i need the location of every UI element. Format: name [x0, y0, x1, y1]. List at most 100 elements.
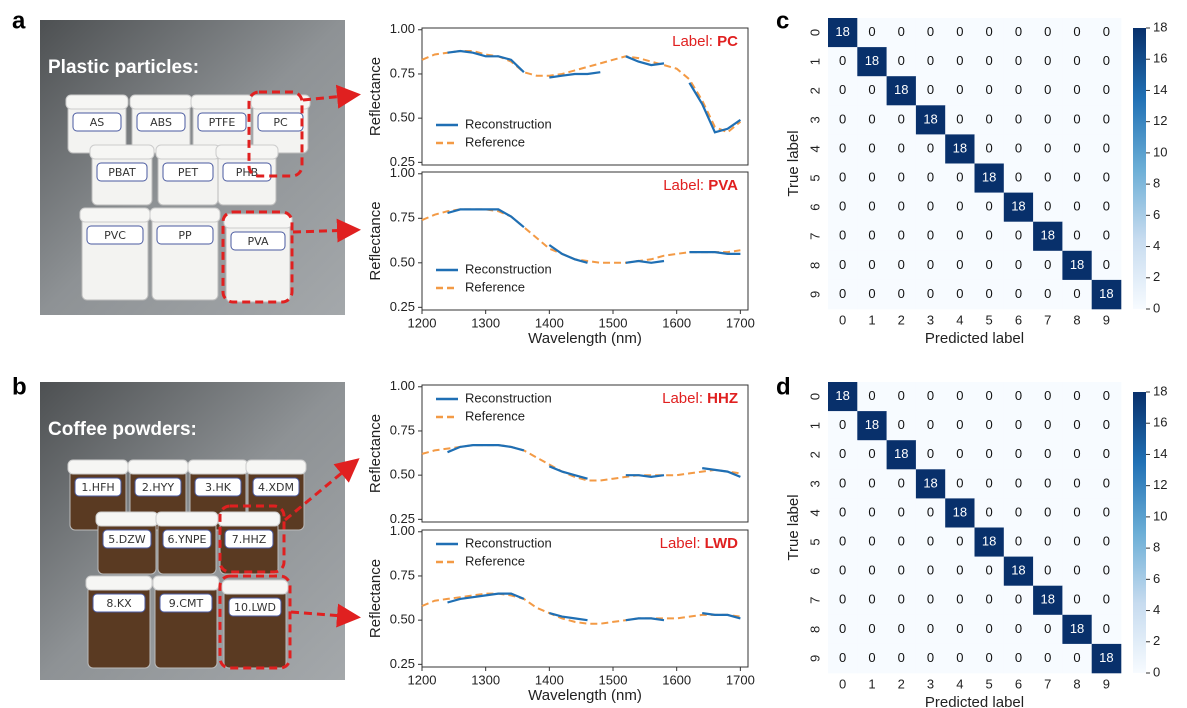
heatmap-cell: [1003, 192, 1034, 222]
cell-value: 0: [868, 592, 875, 607]
cell-value: 0: [986, 563, 993, 578]
heatmap-cell: [1091, 469, 1122, 499]
label-value: PVA: [708, 177, 738, 194]
heatmap-cell: [886, 527, 917, 557]
jar-tag: [197, 112, 247, 132]
cell-value: 18: [982, 533, 996, 548]
x-tick-label: 1400: [535, 672, 564, 687]
heatmap-cell: [1033, 76, 1063, 106]
jar-label: 9.CMT: [169, 597, 204, 610]
heatmap-cell: [1003, 105, 1034, 135]
y-tick-label: 8: [807, 262, 822, 269]
cell-value: 0: [956, 169, 963, 184]
cell-value: 0: [927, 286, 934, 301]
heatmap-cell: [828, 382, 858, 412]
y-tick-label: 0.25: [390, 511, 415, 526]
heatmap-cell: [1091, 382, 1122, 412]
jar-label: 2.HYY: [142, 481, 174, 494]
chart-label: Label: PVA: [663, 177, 738, 194]
heatmap-cell: [915, 643, 946, 674]
jar-lid: [245, 459, 307, 475]
cell-value: 0: [927, 388, 934, 403]
cell-value: 0: [898, 388, 905, 403]
heatmap-cell: [886, 556, 917, 586]
series-line: [421, 444, 741, 482]
heatmap-cell: [915, 250, 946, 281]
jar-label: 3.HK: [205, 481, 232, 494]
cell-value: 0: [956, 592, 963, 607]
jar-lid: [149, 207, 221, 223]
x-tick-label: 8: [1073, 312, 1080, 327]
jar-label: PET: [178, 166, 199, 179]
heatmap-cell: [1062, 18, 1092, 48]
heatmap-cell: [1003, 440, 1034, 470]
cell-value: 0: [868, 199, 875, 214]
heatmap-cell: [1091, 18, 1122, 48]
legend-label: Reference: [465, 553, 525, 568]
jar-lid: [79, 207, 151, 223]
y-tick-label: 0.50: [390, 612, 415, 627]
heatmap-cell: [945, 585, 975, 616]
cell-value: 0: [1044, 621, 1051, 636]
heatmap-cell: [1033, 469, 1063, 499]
cell-value: 0: [986, 24, 993, 39]
y-tick-label: 4: [807, 509, 822, 516]
jar-tag: [162, 529, 212, 549]
cell-value: 0: [1044, 82, 1051, 97]
cell-value: 0: [868, 286, 875, 301]
heatmap-cell: [828, 585, 858, 616]
heatmap-cell: [974, 279, 1005, 310]
cell-value: 0: [898, 417, 905, 432]
cell-value: 0: [986, 621, 993, 636]
jar-tag: [162, 162, 214, 182]
heatmap-cell: [945, 440, 975, 470]
cell-value: 0: [1073, 169, 1080, 184]
heatmap-cell: [974, 498, 1005, 528]
heatmap-cell: [1033, 134, 1063, 164]
cell-value: 0: [1044, 53, 1051, 68]
cell-value: 0: [1103, 592, 1110, 607]
heatmap-cell: [828, 469, 858, 499]
cell-value: 18: [923, 111, 937, 126]
cell-value: 0: [1073, 199, 1080, 214]
heatmap-cell: [886, 498, 917, 528]
colorbar-tick-label: 6: [1153, 571, 1160, 586]
x-axis-label: Predicted label: [925, 694, 1024, 708]
arrow: [290, 603, 361, 628]
heatmap-cell: [945, 47, 975, 77]
jar-tag: [230, 231, 286, 251]
x-tick-label: 5: [986, 676, 993, 691]
jar-lid: [65, 94, 129, 110]
cell-value: 0: [898, 533, 905, 548]
cell-value: 18: [835, 388, 849, 403]
cell-value: 0: [1103, 475, 1110, 490]
heatmap-cell: [974, 134, 1005, 164]
heatmap-cell: [1062, 47, 1092, 77]
cell-value: 0: [1073, 533, 1080, 548]
colorbar-tick-label: 4: [1153, 238, 1160, 253]
y-tick-label: 7: [807, 233, 822, 240]
heatmap-cell: [945, 643, 975, 674]
cell-value: 0: [927, 533, 934, 548]
heatmap-cell: [886, 163, 917, 193]
heatmap-cell: [1033, 18, 1063, 48]
cell-value: 0: [1015, 140, 1022, 155]
cell-value: 18: [894, 82, 908, 97]
cell-value: 0: [927, 504, 934, 519]
cell-value: 0: [868, 446, 875, 461]
heatmap-cell: [857, 382, 887, 412]
series-line: [447, 444, 741, 480]
heatmap-cell: [1033, 440, 1063, 470]
x-axis-label: Wavelength (nm): [528, 687, 642, 704]
cell-value: 0: [927, 53, 934, 68]
cell-value: 0: [868, 82, 875, 97]
y-tick-label: 0: [807, 29, 822, 36]
heatmap-cell: [857, 556, 887, 586]
cell-value: 0: [1103, 533, 1110, 548]
heatmap-cell: [886, 643, 917, 674]
label-prefix: Label:: [660, 535, 701, 552]
heatmap-cell: [1091, 556, 1122, 586]
heatmap-cell: [1003, 411, 1034, 441]
cell-value: 0: [839, 199, 846, 214]
cell-value: 0: [927, 24, 934, 39]
